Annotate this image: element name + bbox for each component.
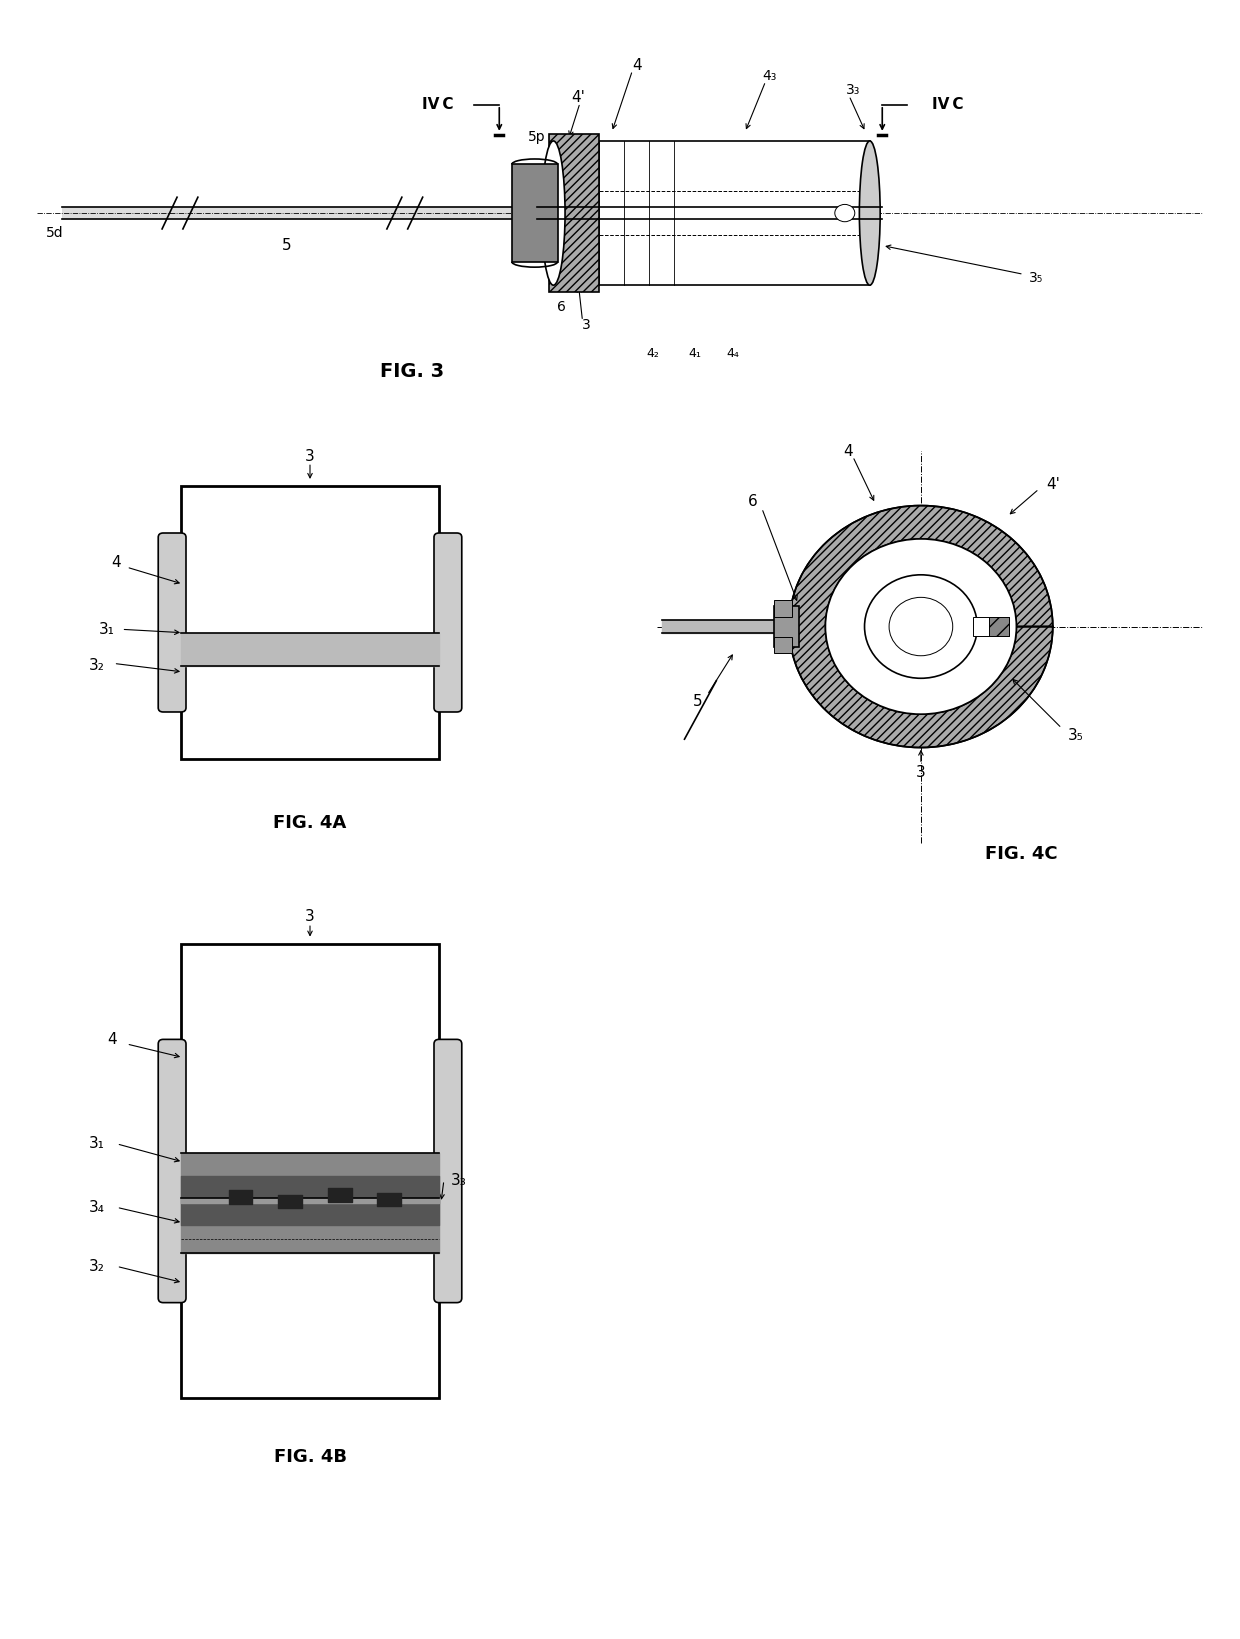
Text: 3₁: 3₁ — [99, 621, 114, 638]
Text: 3: 3 — [305, 910, 315, 924]
FancyBboxPatch shape — [159, 533, 186, 711]
Bar — [774, 606, 799, 647]
Text: FIG. 4C: FIG. 4C — [985, 844, 1058, 862]
FancyBboxPatch shape — [434, 1039, 461, 1303]
Text: 5d: 5d — [46, 226, 63, 241]
Text: FIG. 4A: FIG. 4A — [273, 815, 347, 831]
Bar — [181, 944, 439, 1398]
Text: 4₃: 4₃ — [763, 69, 777, 84]
Text: 6: 6 — [557, 300, 567, 313]
Ellipse shape — [859, 141, 880, 285]
Circle shape — [826, 539, 1017, 715]
Text: 5: 5 — [283, 238, 291, 252]
Text: IV C: IV C — [932, 97, 963, 113]
Text: 3₁: 3₁ — [89, 1136, 104, 1151]
Text: 6: 6 — [748, 493, 758, 508]
Circle shape — [889, 597, 952, 656]
FancyBboxPatch shape — [159, 1039, 186, 1303]
Text: 3₂: 3₂ — [89, 657, 104, 672]
Text: 4₁: 4₁ — [688, 347, 702, 361]
Text: 3: 3 — [583, 318, 591, 331]
Circle shape — [864, 575, 977, 679]
Text: 4: 4 — [107, 1033, 117, 1047]
Text: IV C: IV C — [422, 97, 454, 113]
Text: 3₄: 3₄ — [89, 1200, 104, 1214]
Text: 3₂: 3₂ — [89, 1259, 104, 1274]
Bar — [972, 618, 1009, 636]
Text: 4': 4' — [572, 90, 585, 105]
Bar — [181, 487, 439, 759]
Text: 3₃: 3₃ — [846, 84, 861, 97]
Bar — [990, 618, 1009, 636]
Bar — [549, 134, 599, 292]
Text: 4: 4 — [112, 556, 122, 570]
Text: 5p: 5p — [528, 131, 546, 144]
Text: 4: 4 — [632, 57, 641, 72]
Text: 3₅: 3₅ — [1068, 728, 1084, 742]
Bar — [512, 164, 558, 262]
Text: FIG. 3: FIG. 3 — [379, 362, 444, 382]
Text: 3₃: 3₃ — [451, 1172, 466, 1188]
Text: FIG. 4B: FIG. 4B — [274, 1447, 346, 1465]
Bar — [774, 636, 792, 654]
Bar — [774, 600, 792, 616]
Bar — [62, 207, 553, 220]
Text: 3: 3 — [916, 765, 926, 780]
Text: 4₂: 4₂ — [647, 347, 660, 361]
Text: 3: 3 — [305, 449, 315, 464]
Text: 3₅: 3₅ — [1029, 270, 1043, 285]
Circle shape — [835, 205, 854, 221]
Text: 4': 4' — [1045, 477, 1060, 492]
Polygon shape — [789, 505, 1053, 747]
Ellipse shape — [542, 141, 565, 285]
Bar — [553, 141, 869, 285]
Text: 4₄: 4₄ — [725, 347, 739, 361]
Text: 4: 4 — [843, 444, 853, 459]
FancyBboxPatch shape — [434, 533, 461, 711]
Text: 5: 5 — [693, 695, 703, 710]
